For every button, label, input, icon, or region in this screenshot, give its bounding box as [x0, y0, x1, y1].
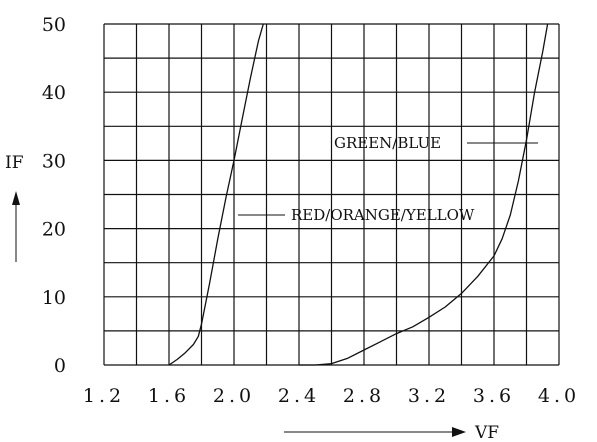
y-tick-label: 0	[54, 355, 66, 377]
x-tick-label: 2.0	[213, 385, 255, 407]
x-tick-label: 1.6	[148, 385, 190, 407]
x-axis-label: VF	[474, 423, 499, 442]
tick-labels: 1.2 1.6 2.0 2.4 2.8 3.2 3.6 4.0 0 10 20 30 40 50	[42, 14, 580, 407]
x-tick-label: 3.2	[408, 385, 450, 407]
y-axis-title: IF	[5, 153, 24, 262]
y-tick-label: 30	[42, 150, 66, 172]
x-axis-title: VF	[284, 423, 499, 442]
annotation-red-orange-yellow: RED/ORANGE/YELLOW	[238, 206, 475, 224]
annotation-green-blue: GREEN/BLUE	[334, 134, 538, 152]
series-line-red-orange-yellow	[168, 23, 264, 366]
y-tick-label: 10	[42, 287, 66, 309]
series-line-green-blue	[299, 23, 549, 366]
y-axis-arrow-icon	[12, 191, 20, 205]
chart-grid	[103, 23, 560, 366]
x-tick-label: 2.4	[278, 385, 320, 407]
annotation-label-green: GREEN/BLUE	[334, 134, 441, 152]
annotation-label-red: RED/ORANGE/YELLOW	[291, 206, 475, 224]
x-tick-label: 1.2	[83, 385, 125, 407]
x-axis-arrow-icon	[452, 427, 466, 437]
y-axis-label: IF	[5, 153, 24, 173]
y-tick-label: 40	[42, 82, 66, 104]
series-lines	[168, 23, 549, 366]
x-tick-label: 2.8	[343, 385, 385, 407]
y-tick-label: 20	[42, 219, 66, 241]
y-tick-label: 50	[42, 14, 66, 36]
x-tick-label: 4.0	[538, 385, 580, 407]
x-tick-label: 3.6	[473, 385, 515, 407]
